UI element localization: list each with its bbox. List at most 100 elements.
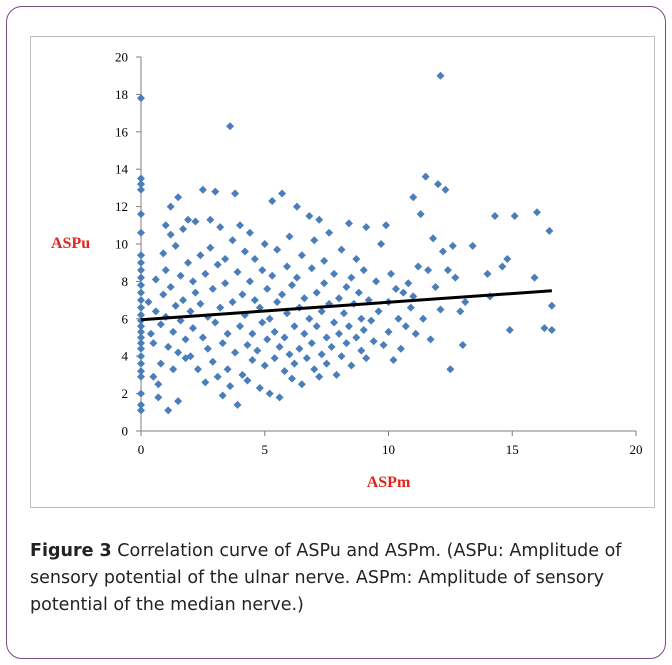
data-point bbox=[317, 307, 326, 316]
data-point bbox=[221, 254, 230, 263]
data-point bbox=[253, 346, 262, 355]
data-point bbox=[312, 288, 321, 297]
data-point bbox=[198, 185, 207, 194]
data-point bbox=[468, 241, 477, 250]
data-point bbox=[384, 327, 393, 336]
data-point bbox=[265, 389, 274, 398]
data-point bbox=[300, 329, 309, 338]
data-point bbox=[310, 365, 319, 374]
x-tick-label: 5 bbox=[262, 442, 269, 457]
data-point bbox=[137, 344, 145, 353]
data-point bbox=[278, 290, 287, 299]
data-point bbox=[137, 258, 145, 267]
data-point bbox=[438, 247, 447, 256]
data-point bbox=[283, 262, 292, 271]
data-point bbox=[367, 316, 376, 325]
data-point bbox=[335, 329, 343, 338]
scatter-chart: 0 2 4 6 8 10 12 14 16 18 20 0 5 10 15 20 ASPu ASPm bbox=[30, 36, 655, 508]
data-point bbox=[533, 208, 541, 217]
data-point bbox=[414, 262, 423, 271]
y-tick-label: 16 bbox=[115, 124, 129, 139]
data-point bbox=[297, 380, 306, 389]
data-point bbox=[161, 266, 170, 275]
data-point bbox=[211, 187, 220, 196]
data-point bbox=[149, 372, 158, 381]
data-point bbox=[285, 350, 294, 359]
data-point bbox=[137, 372, 145, 381]
data-point bbox=[174, 348, 183, 357]
data-point bbox=[287, 281, 296, 290]
data-point bbox=[186, 307, 195, 316]
data-point bbox=[342, 339, 351, 348]
data-point bbox=[419, 314, 428, 323]
data-point bbox=[283, 309, 292, 318]
data-point bbox=[206, 243, 215, 252]
x-tick-label: 0 bbox=[138, 442, 145, 457]
data-point bbox=[213, 260, 222, 269]
data-point bbox=[255, 383, 264, 392]
data-point bbox=[441, 185, 450, 194]
data-point bbox=[320, 279, 329, 288]
data-point bbox=[156, 359, 165, 368]
data-point bbox=[137, 339, 145, 348]
data-point bbox=[137, 303, 145, 312]
data-point bbox=[245, 277, 254, 286]
data-point bbox=[154, 380, 163, 389]
data-point bbox=[240, 247, 249, 256]
data-point bbox=[159, 290, 168, 299]
data-point bbox=[322, 359, 331, 368]
data-point bbox=[359, 266, 368, 275]
data-point bbox=[307, 339, 316, 348]
data-point bbox=[290, 359, 299, 368]
data-point bbox=[137, 251, 145, 260]
data-point bbox=[352, 333, 361, 342]
data-point bbox=[137, 228, 145, 237]
data-point bbox=[327, 342, 336, 351]
data-point bbox=[337, 245, 346, 254]
data-point bbox=[436, 71, 445, 80]
data-point bbox=[386, 269, 395, 278]
x-tick-label: 10 bbox=[382, 442, 395, 457]
data-point bbox=[292, 202, 301, 211]
y-tick-label: 18 bbox=[115, 87, 128, 102]
data-point bbox=[278, 189, 287, 198]
data-point bbox=[285, 232, 294, 241]
y-axis-title: ASPu bbox=[51, 235, 90, 252]
data-point bbox=[382, 221, 391, 230]
data-point bbox=[137, 174, 145, 183]
data-point bbox=[347, 361, 356, 370]
data-point bbox=[164, 342, 173, 351]
data-point bbox=[354, 288, 363, 297]
data-point bbox=[243, 340, 252, 349]
data-point bbox=[260, 240, 269, 248]
data-point bbox=[191, 217, 200, 226]
x-tick-label: 20 bbox=[630, 442, 643, 457]
data-point bbox=[156, 320, 165, 329]
data-point bbox=[401, 322, 410, 331]
figure-caption: Figure 3 Correlation curve of ASPu and A… bbox=[30, 538, 650, 619]
data-point bbox=[137, 327, 145, 336]
data-point bbox=[287, 374, 296, 383]
data-point bbox=[137, 273, 145, 282]
data-point bbox=[409, 292, 418, 301]
data-point bbox=[213, 372, 222, 381]
data-point bbox=[208, 357, 217, 366]
data-point bbox=[137, 400, 145, 409]
data-point bbox=[191, 288, 200, 297]
data-point bbox=[231, 189, 240, 198]
data-point bbox=[483, 269, 492, 278]
data-point bbox=[362, 223, 371, 232]
data-point bbox=[166, 283, 175, 292]
data-point bbox=[530, 273, 539, 282]
data-point bbox=[137, 94, 145, 103]
data-point bbox=[280, 333, 289, 342]
data-point bbox=[137, 367, 145, 376]
data-point bbox=[238, 370, 247, 379]
data-point bbox=[166, 230, 175, 239]
y-tick-label: 14 bbox=[115, 162, 129, 177]
data-point bbox=[315, 372, 324, 381]
data-point bbox=[260, 361, 269, 370]
data-point bbox=[305, 314, 314, 323]
data-point bbox=[510, 211, 519, 220]
data-point bbox=[238, 290, 247, 299]
